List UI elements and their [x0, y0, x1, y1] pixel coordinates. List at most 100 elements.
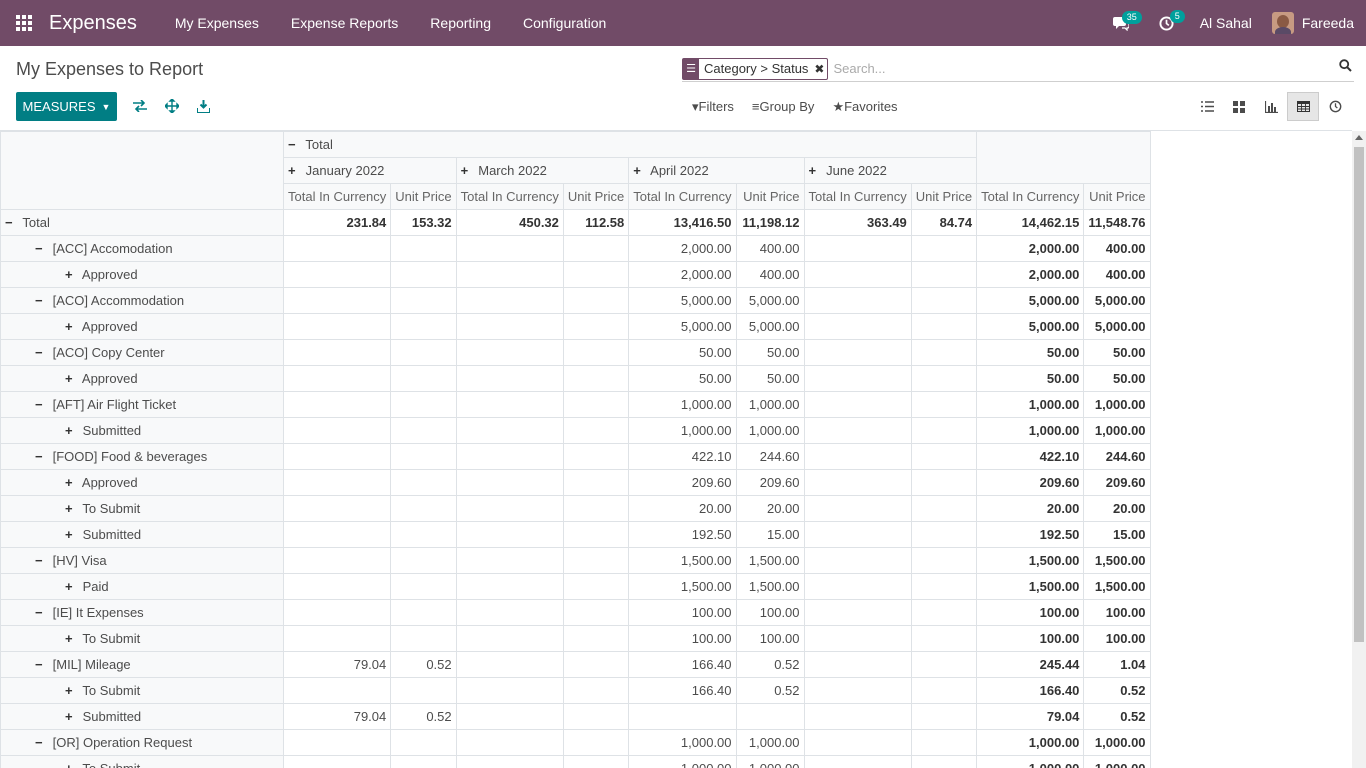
- pivot-cell[interactable]: [562, 625, 630, 652]
- pivot-cell[interactable]: 100.00: [1083, 625, 1151, 652]
- pivot-cell[interactable]: [282, 625, 392, 652]
- row-header[interactable]: − [ACO] Accommodation: [0, 287, 284, 314]
- pivot-cell[interactable]: 13,416.50: [628, 209, 737, 236]
- pivot-cell[interactable]: 50.00: [628, 365, 737, 392]
- favorites-dropdown[interactable]: ★Favorites: [832, 99, 898, 114]
- pivot-cell[interactable]: 1,500.00: [1083, 573, 1151, 600]
- pivot-cell[interactable]: 450.32: [455, 209, 564, 236]
- pivot-cell[interactable]: 1,000.00: [735, 391, 805, 418]
- pivot-cell[interactable]: [390, 261, 457, 288]
- pivot-cell[interactable]: [282, 547, 392, 574]
- pivot-cell[interactable]: [282, 417, 392, 444]
- measure-header[interactable]: Total In Currency: [803, 183, 912, 210]
- row-header[interactable]: − [MIL] Mileage: [0, 651, 284, 678]
- pivot-cell[interactable]: [282, 339, 392, 366]
- pivot-cell[interactable]: [803, 469, 912, 496]
- row-header[interactable]: − [ACO] Copy Center: [0, 339, 284, 366]
- pivot-cell[interactable]: [803, 495, 912, 522]
- pivot-cell[interactable]: [390, 625, 457, 652]
- scroll-up-icon[interactable]: [1355, 135, 1363, 140]
- pivot-cell[interactable]: [803, 339, 912, 366]
- pivot-cell[interactable]: 1,500.00: [628, 547, 737, 574]
- pivot-cell[interactable]: 100.00: [976, 625, 1085, 652]
- pivot-cell[interactable]: 166.40: [976, 677, 1085, 704]
- pivot-cell[interactable]: [910, 391, 978, 418]
- search-icon[interactable]: [1339, 59, 1352, 76]
- pivot-cell[interactable]: [390, 443, 457, 470]
- pivot-cell[interactable]: 1,000.00: [1083, 391, 1151, 418]
- pivot-cell[interactable]: [803, 703, 912, 730]
- activity-button[interactable]: 5: [1144, 0, 1190, 46]
- pivot-cell[interactable]: 5,000.00: [1083, 313, 1151, 340]
- pivot-cell[interactable]: [282, 443, 392, 470]
- row-header[interactable]: + Submitted: [0, 417, 284, 444]
- pivot-cell[interactable]: [455, 443, 564, 470]
- pivot-cell[interactable]: [390, 495, 457, 522]
- vertical-scrollbar[interactable]: [1352, 131, 1366, 768]
- pivot-cell[interactable]: 192.50: [976, 521, 1085, 548]
- col-header-month[interactable]: + March 2022: [455, 157, 630, 184]
- row-header[interactable]: + Submitted: [0, 521, 284, 548]
- pivot-cell[interactable]: [562, 417, 630, 444]
- pivot-cell[interactable]: [803, 625, 912, 652]
- pivot-cell[interactable]: 50.00: [1083, 339, 1151, 366]
- pivot-cell[interactable]: [910, 417, 978, 444]
- expand-all-button[interactable]: [162, 96, 182, 116]
- filters-dropdown[interactable]: ▾Filters: [692, 99, 734, 114]
- pivot-cell[interactable]: 1,500.00: [1083, 547, 1151, 574]
- pivot-cell[interactable]: [455, 625, 564, 652]
- pivot-cell[interactable]: 209.60: [735, 469, 805, 496]
- pivot-cell[interactable]: [562, 391, 630, 418]
- activity-view-button[interactable]: [1319, 92, 1351, 121]
- row-header[interactable]: + To Submit: [0, 755, 284, 768]
- pivot-cell[interactable]: 0.52: [390, 703, 457, 730]
- pivot-cell[interactable]: [455, 573, 564, 600]
- pivot-cell[interactable]: 15.00: [735, 521, 805, 548]
- company-switcher[interactable]: Al Sahal: [1199, 15, 1252, 31]
- pivot-cell[interactable]: 1,000.00: [628, 391, 737, 418]
- pivot-cell[interactable]: [282, 235, 392, 262]
- pivot-cell[interactable]: [910, 495, 978, 522]
- pivot-cell[interactable]: [910, 443, 978, 470]
- pivot-cell[interactable]: [803, 391, 912, 418]
- pivot-cell[interactable]: [390, 677, 457, 704]
- pivot-cell[interactable]: [910, 599, 978, 626]
- pivot-cell[interactable]: [455, 495, 564, 522]
- measure-header[interactable]: Total In Currency: [282, 183, 392, 210]
- pivot-cell[interactable]: 1,000.00: [976, 417, 1085, 444]
- pivot-cell[interactable]: 245.44: [976, 651, 1085, 678]
- row-header[interactable]: + Submitted: [0, 703, 284, 730]
- pivot-cell[interactable]: 166.40: [628, 651, 737, 678]
- pivot-cell[interactable]: [282, 755, 392, 768]
- pivot-cell[interactable]: 50.00: [735, 365, 805, 392]
- pivot-cell[interactable]: [390, 287, 457, 314]
- pivot-cell[interactable]: [910, 235, 978, 262]
- pivot-cell[interactable]: 100.00: [628, 625, 737, 652]
- pivot-cell[interactable]: [562, 261, 630, 288]
- row-header[interactable]: − [IE] It Expenses: [0, 599, 284, 626]
- pivot-cell[interactable]: 1,500.00: [976, 573, 1085, 600]
- pivot-cell[interactable]: 1,000.00: [628, 755, 737, 768]
- flip-axis-button[interactable]: [130, 96, 150, 116]
- pivot-cell[interactable]: [910, 339, 978, 366]
- nav-reporting[interactable]: Reporting: [430, 15, 491, 31]
- pivot-cell[interactable]: [455, 365, 564, 392]
- pivot-cell[interactable]: 209.60: [1083, 469, 1151, 496]
- pivot-cell[interactable]: [910, 573, 978, 600]
- pivot-cell[interactable]: [562, 755, 630, 768]
- pivot-cell[interactable]: 0.52: [1083, 677, 1151, 704]
- remove-facet-icon[interactable]: ✖: [814, 61, 825, 76]
- pivot-cell[interactable]: [455, 599, 564, 626]
- row-header[interactable]: − [ACC] Accomodation: [0, 235, 284, 262]
- pivot-cell[interactable]: 1,500.00: [735, 547, 805, 574]
- pivot-cell[interactable]: 1,500.00: [628, 573, 737, 600]
- pivot-cell[interactable]: [455, 703, 564, 730]
- pivot-cell[interactable]: [803, 365, 912, 392]
- pivot-cell[interactable]: 244.60: [1083, 443, 1151, 470]
- pivot-cell[interactable]: [455, 677, 564, 704]
- pivot-cell[interactable]: [282, 599, 392, 626]
- pivot-cell[interactable]: 0.52: [735, 677, 805, 704]
- col-header-month[interactable]: + January 2022: [283, 157, 457, 184]
- pivot-cell[interactable]: 100.00: [735, 625, 805, 652]
- list-view-button[interactable]: [1191, 92, 1223, 121]
